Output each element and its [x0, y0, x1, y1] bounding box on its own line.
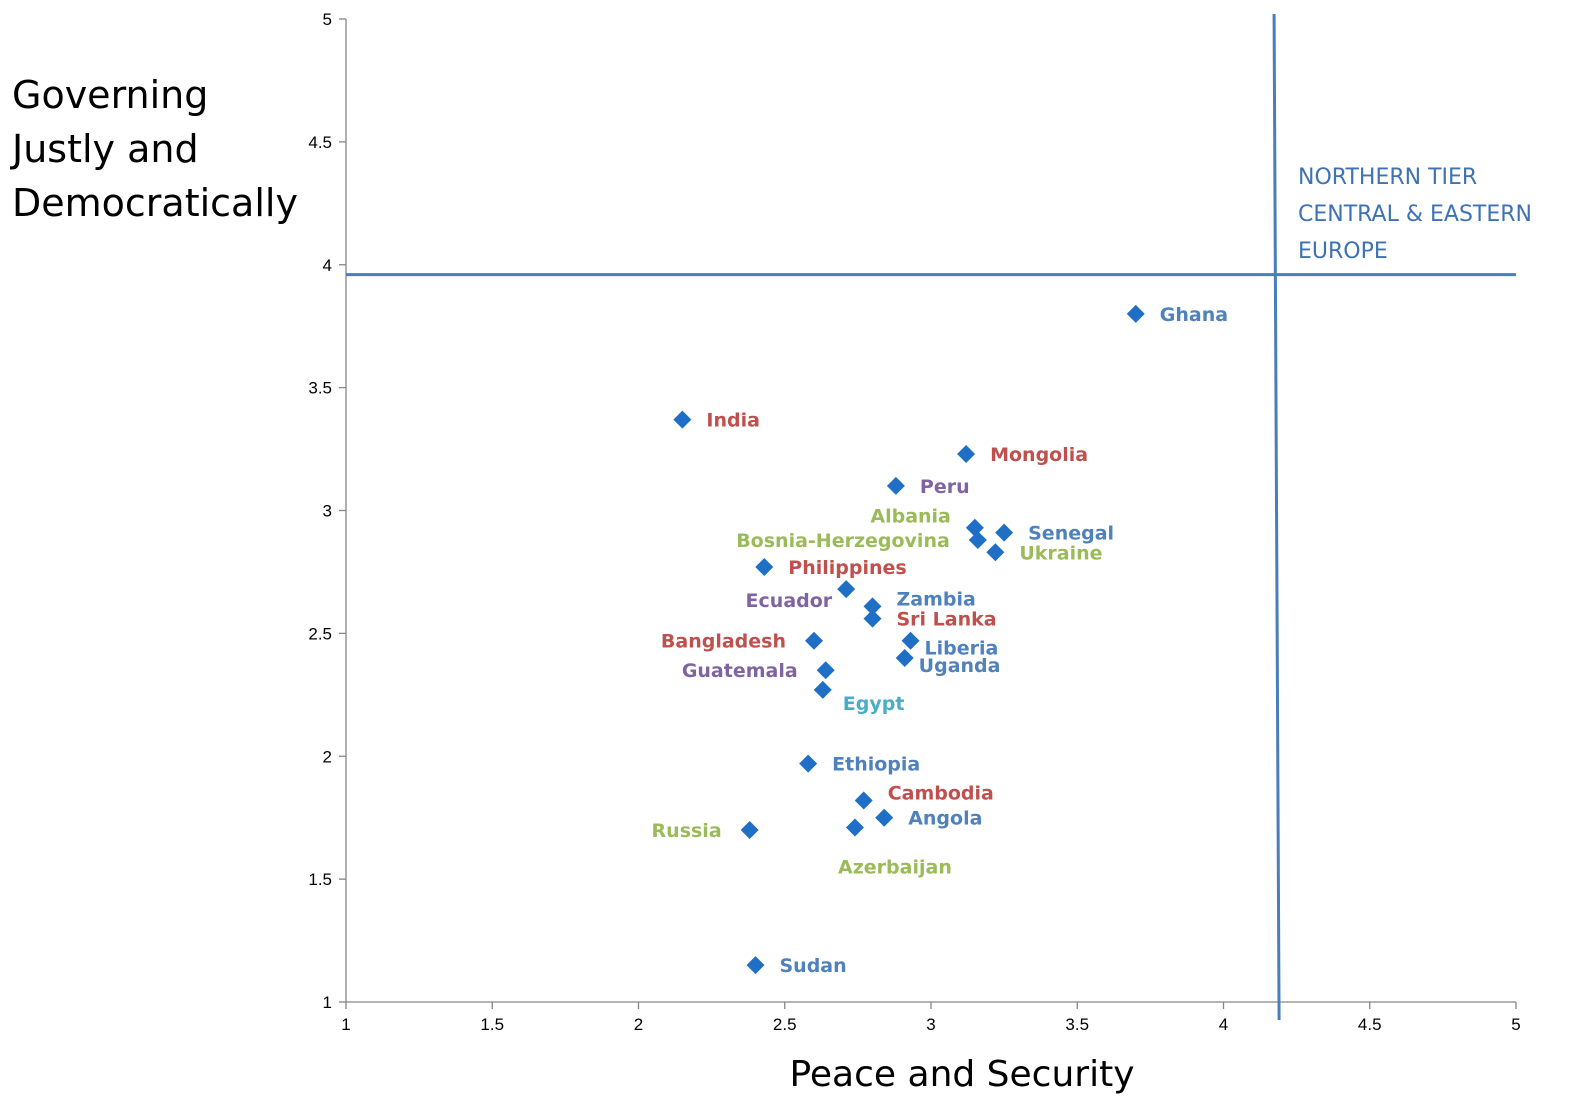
- data-point-marker: [673, 410, 692, 429]
- point-labels: Ghana India Mongolia Peru Albania Senegal Bosn…: [652, 304, 1229, 977]
- point-label: Azerbaijan: [838, 857, 952, 879]
- data-point-marker: [805, 631, 823, 650]
- region-label-line: CENTRAL & EASTERN: [1298, 202, 1532, 227]
- region-label-line: EUROPE: [1298, 239, 1388, 264]
- data-point-marker: [845, 818, 864, 837]
- data-point-marker: [755, 558, 774, 577]
- region-label-line: NORTHERN TIER: [1298, 165, 1477, 190]
- region-label: NORTHERN TIER CENTRAL & EASTERN EUROPE: [1298, 165, 1532, 264]
- point-label: Bosnia-Herzegovina: [736, 530, 950, 552]
- point-label: Uganda: [919, 655, 1001, 677]
- point-label: Sri Lanka: [897, 609, 997, 631]
- x-tick-label: 3: [926, 1015, 935, 1034]
- point-label: Ethiopia: [832, 754, 920, 776]
- data-point-marker: [746, 956, 765, 975]
- y-axis-title-line: Justly and: [10, 127, 199, 171]
- data-point-marker: [995, 523, 1014, 542]
- data-point-marker: [901, 631, 920, 650]
- point-label: Russia: [652, 820, 722, 842]
- point-label: Zambia: [897, 588, 976, 610]
- point-label: Bangladesh: [661, 631, 786, 653]
- data-point-marker: [863, 597, 882, 616]
- x-tick-label: 2: [634, 1015, 643, 1034]
- data-point-marker: [1126, 304, 1145, 323]
- x-tick-label: 1: [341, 1015, 350, 1034]
- point-label: Ukraine: [1019, 542, 1102, 564]
- data-point-marker: [965, 518, 984, 537]
- y-tick-label: 3: [323, 502, 332, 521]
- y-tick-label: 5: [323, 10, 332, 29]
- point-label: Philippines: [788, 557, 906, 579]
- y-axis-title-line: Governing: [12, 73, 208, 117]
- point-label: Ghana: [1160, 304, 1228, 326]
- x-tick-label: 5: [1511, 1015, 1520, 1034]
- point-label: Ecuador: [746, 590, 833, 612]
- x-tick-label: 3.5: [1065, 1015, 1089, 1034]
- axes: 1 1.5 2 2.5 3 3.5 4 4.5 5 1 1.5 2 2.5 3 3.5 4 4.5 5: [308, 10, 1520, 1034]
- data-point-marker: [740, 820, 759, 839]
- x-tick-label: 2.5: [773, 1015, 797, 1034]
- data-point-marker: [886, 476, 905, 495]
- data-point-marker: [968, 530, 987, 549]
- data-point-marker: [837, 580, 856, 599]
- data-points: [673, 304, 1145, 975]
- x-tick-label: 4.5: [1358, 1015, 1382, 1034]
- point-label: Liberia: [925, 638, 999, 660]
- y-tick-label: 2.5: [308, 624, 332, 643]
- data-point-marker: [986, 543, 1005, 562]
- data-point-marker: [957, 444, 976, 463]
- point-label: Peru: [920, 476, 970, 498]
- y-tick-label: 1: [323, 993, 332, 1012]
- y-axis-title: Governing Justly and Democratically: [10, 73, 298, 225]
- data-point-marker: [799, 754, 818, 773]
- vertical-threshold-line: [1272, 13, 1281, 1021]
- point-label: India: [706, 410, 760, 432]
- point-label: Angola: [908, 808, 982, 830]
- x-axis-title: Peace and Security: [789, 1054, 1134, 1095]
- axis-titles: Peace and Security Governing Justly and Dem…: [10, 73, 1135, 1095]
- data-point-marker: [816, 661, 835, 680]
- y-tick-label: 1.5: [308, 870, 332, 889]
- point-label: Guatemala: [682, 660, 798, 682]
- y-axis-title-line: Democratically: [12, 181, 298, 225]
- point-label: Albania: [870, 506, 951, 528]
- point-label: Cambodia: [888, 782, 994, 804]
- region-label-text: NORTHERN TIER CENTRAL & EASTERN EUROPE: [1298, 165, 1532, 264]
- point-label: Mongolia: [990, 444, 1088, 466]
- y-tick-label: 3.5: [308, 379, 332, 398]
- x-tick-label: 4: [1219, 1015, 1228, 1034]
- x-tick-label: 1.5: [480, 1015, 504, 1034]
- y-tick-label: 4.5: [308, 133, 332, 152]
- data-point-marker: [854, 791, 873, 810]
- reference-lines: [346, 13, 1516, 1021]
- data-point-marker: [875, 808, 894, 827]
- y-tick-label: 2: [323, 747, 332, 766]
- point-label: Egypt: [843, 693, 905, 715]
- y-tick-label: 4: [323, 256, 332, 275]
- data-point-marker: [863, 609, 882, 628]
- point-label: Sudan: [780, 955, 847, 977]
- data-point-marker: [895, 648, 914, 667]
- point-label: Senegal: [1028, 523, 1114, 545]
- data-point-marker: [813, 680, 832, 699]
